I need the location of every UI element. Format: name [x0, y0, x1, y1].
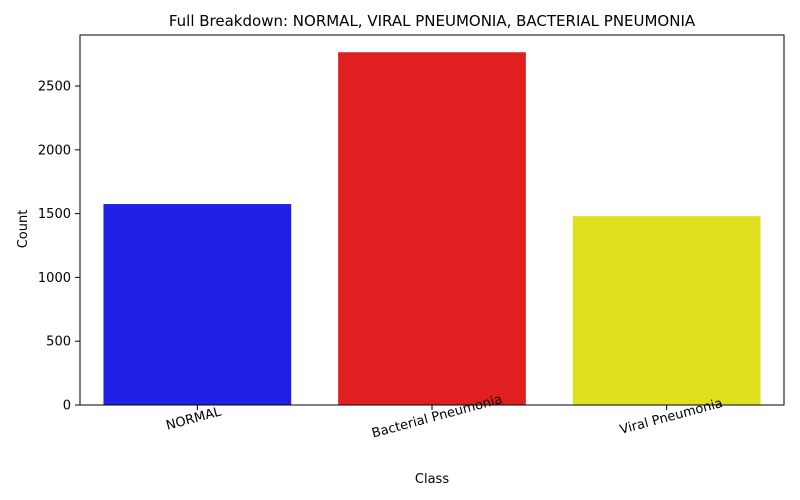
bar-viral-pneumonia	[572, 216, 761, 405]
x-tick-label: NORMAL	[165, 404, 224, 433]
chart-title: Full Breakdown: NORMAL, VIRAL PNEUMONIA,…	[169, 12, 696, 30]
x-axis-label: Class	[415, 472, 449, 487]
y-tick-label: 1000	[38, 271, 71, 286]
bar-bacterial-pneumonia	[338, 52, 526, 406]
y-axis-label: Count	[16, 210, 31, 249]
y-tick-label: 2000	[38, 143, 71, 158]
y-tick-label: 0	[63, 399, 71, 414]
y-tick-label: 1500	[38, 207, 71, 222]
y-tick-label: 2500	[38, 80, 71, 95]
y-tick-label: 500	[46, 335, 71, 350]
bar-normal	[103, 204, 292, 405]
